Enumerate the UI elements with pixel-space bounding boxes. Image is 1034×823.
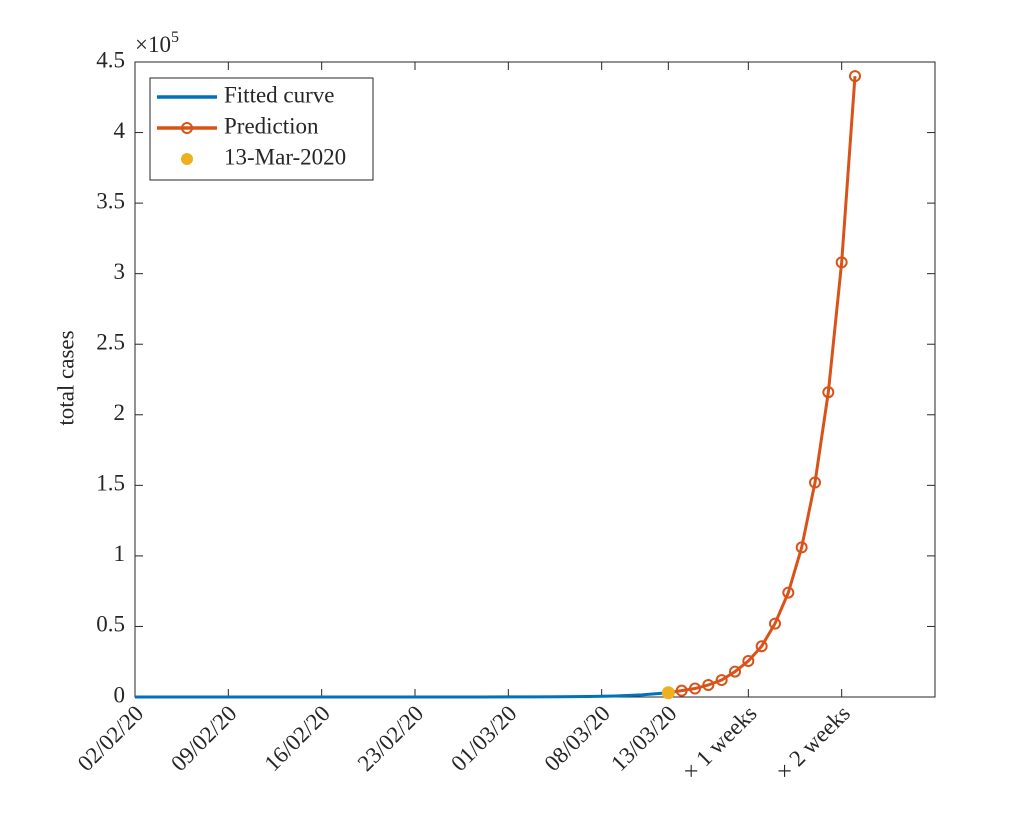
y-tick-label: 0 [114,682,126,707]
y-multiplier: ×105 [135,29,179,57]
marker [729,665,741,678]
y-multiplier-exponent: 5 [171,29,179,46]
y-tick-label: 4.5 [96,47,125,72]
y-tick-label: 0.5 [96,612,125,637]
marker [675,684,688,697]
y-tick-label: 2 [114,400,126,425]
marker [849,70,861,83]
marker [809,476,821,489]
marker [769,617,781,630]
marker [822,386,835,399]
legend-label: Fitted curve [224,82,335,107]
y-tick-label: 4 [114,118,126,143]
marker [835,256,848,269]
y-tick-label: 3 [114,259,126,284]
legend-swatch-marker [181,153,193,165]
legend-label: 13-Mar-2020 [224,144,346,169]
y-tick-label: 1 [114,541,126,566]
legend-swatch-marker [181,122,193,134]
series-line [135,691,669,699]
marker [795,541,808,554]
marker [661,686,675,700]
y-multiplier-base: ×10 [135,32,171,57]
marker [755,640,768,653]
y-tick-label: 3.5 [96,188,125,213]
y-axis-label: total cases [53,330,78,425]
marker [782,586,795,599]
marker [702,679,715,692]
marker [742,655,755,668]
marker [715,674,728,687]
legend-label: Prediction [224,113,319,138]
y-tick-label: 1.5 [96,471,125,496]
legend: Fitted curve Prediction 13-Mar-2020 [149,77,374,181]
marker [689,682,701,695]
y-tick-label: 2.5 [96,330,125,355]
